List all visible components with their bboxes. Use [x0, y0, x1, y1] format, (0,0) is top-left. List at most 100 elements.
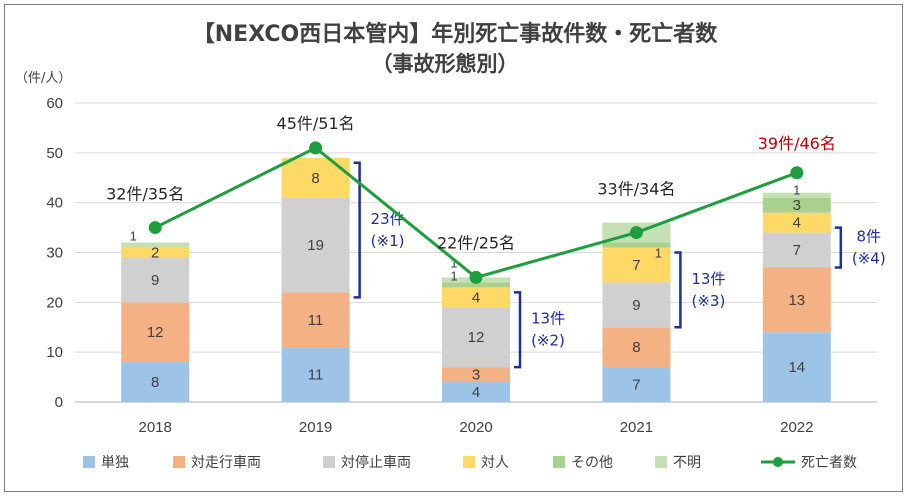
bracket-2020 [514, 291, 522, 369]
fatalities-point-2019 [309, 141, 323, 155]
fatalities-point-2018 [148, 221, 162, 235]
segment-label-2020-その他: 1 [450, 268, 457, 283]
y-tick-label: 40 [46, 195, 63, 212]
legend-swatch-対走行車両 [173, 456, 185, 468]
bar-segment-2018-単独 [121, 362, 190, 402]
segment-label-2022-対走行車両: 13 [788, 292, 805, 309]
segment-label-2018-対走行車両: 12 [147, 324, 164, 341]
fatalities-line-path [154, 146, 798, 280]
legend: 単独 対走行車両 対停止車両 対人 その他 不明 死亡者数 [83, 454, 857, 471]
chart-canvas: 【NEXCO西日本管内】年別死亡事故件数・死亡者数 （事故形態別） （件/人） … [15, 21, 886, 471]
bar-segment-2020-その他 [442, 282, 510, 288]
y-tick-label: 60 [46, 95, 63, 112]
bar-segment-2020-単独 [442, 382, 510, 402]
segment-label-2022-対停止車両: 7 [793, 242, 801, 259]
legend-label-対走行車両: 対走行車両 [191, 454, 261, 471]
bracket-2022 [834, 226, 843, 269]
bracket-note-2020: (※2) [531, 332, 565, 350]
legend-label-不明: 不明 [673, 455, 701, 471]
x-axis-ticks: 2018 2019 2020 2021 2022 [139, 419, 814, 436]
bar-segment-2021-対走行車両 [602, 327, 671, 368]
bracket-count-2021: 13件 [691, 270, 725, 288]
legend-marker-死亡者数 [773, 457, 783, 467]
segment-label-2021-対人: 7 [632, 257, 640, 274]
segment-label-2020-単独: 4 [472, 384, 480, 401]
bar-segment-2019-対走行車両 [281, 292, 350, 348]
y-axis-unit-label: （件/人） [15, 71, 71, 86]
bar-segment-2021-対人 [602, 247, 671, 283]
x-tick-label-2022: 2022 [780, 419, 813, 436]
segment-label-2018-単独: 8 [151, 374, 159, 391]
fatalities-label-2018: 32件/35名 [106, 185, 184, 204]
bracket-count-2022: 8件 [857, 228, 882, 246]
segment-label-2019-対停止車両: 19 [307, 237, 324, 254]
fatalities-label-2021: 33件/34名 [597, 180, 675, 199]
x-tick-label-2018: 2018 [139, 419, 172, 436]
legend-swatch-不明 [655, 456, 667, 468]
segment-label-2018-対人: 2 [151, 245, 159, 262]
bar-segment-2018-不明 [121, 242, 190, 248]
legend-swatch-単独 [83, 456, 95, 468]
bracket-note-2021: (※3) [691, 292, 725, 310]
bar-segment-2021-その他 [602, 242, 671, 248]
bar-segment-2022-不明 [762, 192, 831, 198]
legend-swatch-対停止車両 [323, 456, 335, 468]
bracket-2019 [353, 161, 361, 299]
fatalities-point-2020 [469, 270, 483, 284]
fatalities-point-2021 [629, 226, 643, 240]
segment-label-2022-不明: 1 [793, 183, 800, 198]
bar-segment-2019-対停止車両 [281, 197, 350, 293]
y-tick-label: 30 [46, 245, 63, 262]
bracket-note-2022: (※4) [852, 250, 886, 268]
segment-label-2019-対走行車両: 11 [308, 312, 324, 329]
x-tick-label-2021: 2021 [620, 419, 653, 436]
segment-label-2021-単独: 7 [632, 377, 640, 394]
bar-segment-2022-対停止車両 [762, 232, 831, 268]
bar-segment-2018-対停止車両 [121, 257, 190, 303]
segment-label-2022-対人: 4 [793, 215, 801, 232]
fatalities-line [148, 141, 804, 284]
bar-segment-2021-対停止車両 [602, 282, 671, 328]
bracket-2021 [674, 251, 682, 329]
segment-label-2019-対人: 8 [311, 170, 319, 187]
bracket-annotations: 23件 (※1) 13件 (※2) 13件 (※3) 8件 (※4) [353, 161, 886, 369]
legend-label-死亡者数: 死亡者数 [801, 455, 857, 471]
segment-label-2021-対停止車両: 9 [632, 297, 640, 314]
y-tick-label: 0 [55, 394, 63, 411]
bar-segment-2022-単独 [762, 332, 831, 402]
bar-segment-2019-単独 [281, 347, 350, 402]
bar-segment-2020-対走行車両 [442, 367, 510, 383]
x-tick-label-2020: 2020 [459, 419, 492, 436]
bar-segment-2022-対人 [762, 212, 831, 233]
bar-segment-2020-対停止車両 [442, 307, 510, 368]
bar-segment-2022-その他 [762, 197, 831, 213]
fatalities-line-labels: 32件/35名 45件/51名 22件/25名 33件/34名 39件/46名 [106, 114, 836, 253]
y-tick-label: 20 [46, 294, 63, 311]
y-tick-label: 50 [46, 145, 63, 162]
bracket-count-2020: 13件 [531, 310, 565, 328]
segment-label-2021-その他: 1 [655, 246, 662, 261]
fatalities-label-2020: 22件/25名 [437, 233, 515, 252]
segment-label-2020-対停止車両: 12 [468, 329, 485, 346]
chart-subtitle: （事故形態別） [372, 52, 519, 76]
legend-swatch-対人 [463, 456, 475, 468]
legend-label-対人: 対人 [481, 455, 509, 471]
segment-label-2019-単独: 11 [308, 367, 324, 384]
bar-segment-2021-単独 [602, 367, 671, 402]
segment-label-2018-対停止車両: 9 [151, 272, 159, 289]
segment-label-2022-単独: 14 [788, 359, 805, 376]
bracket-count-2019: 23件 [371, 210, 405, 228]
bar-segment-2018-対人 [121, 247, 190, 258]
x-tick-label-2019: 2019 [299, 419, 332, 436]
segment-labels: 8129211111198431241178971414137431 [130, 170, 806, 401]
legend-label-単独: 単独 [101, 455, 129, 471]
segment-label-2021-対走行車両: 8 [632, 339, 640, 356]
stacked-bars [121, 157, 831, 402]
fatalities-label-2022: 39件/46名 [758, 134, 836, 153]
chart-title: 【NEXCO西日本管内】年別死亡事故件数・死亡者数 [193, 21, 718, 47]
segment-label-2022-その他: 3 [793, 197, 801, 214]
y-axis-ticks: 0 10 20 30 40 50 60 [46, 95, 63, 411]
bar-segment-2022-対走行車両 [762, 267, 831, 333]
legend-label-対停止車両: 対停止車両 [341, 454, 411, 471]
fatalities-label-2019: 45件/51名 [277, 114, 355, 133]
